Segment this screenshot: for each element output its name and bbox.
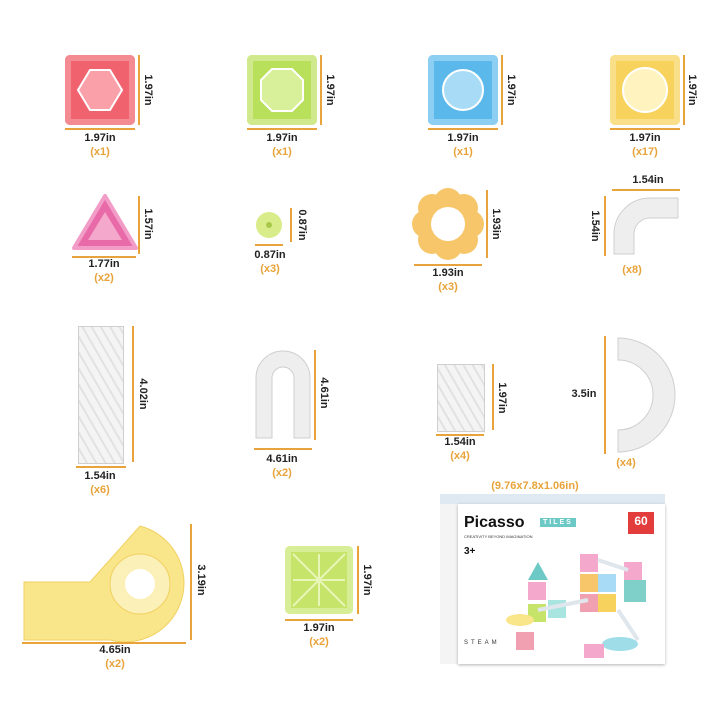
- height-label: 1.97in: [361, 564, 373, 596]
- width-label: 0.87in: [254, 249, 286, 261]
- dimension-line: [436, 434, 484, 436]
- dimension-line: [65, 128, 135, 130]
- height-label: 0.87in: [296, 209, 308, 241]
- dimension-line: [414, 264, 482, 266]
- height-label: 4.61in: [318, 377, 330, 409]
- dimension-line: [501, 55, 503, 125]
- dimension-line: [486, 190, 488, 258]
- quantity-label: (x2): [94, 272, 114, 284]
- width-label: 4.61in: [266, 453, 298, 465]
- green-square-base: [285, 546, 353, 614]
- width-label: 1.97in: [303, 622, 335, 634]
- red-square-tile: [65, 55, 135, 125]
- spiral-funnel: [23, 525, 185, 642]
- height-label: 3.19in: [195, 564, 207, 596]
- box-front: Picasso TILES CREATIVITY BEYOND IMAGINAT…: [458, 504, 665, 664]
- width-label: 4.65in: [99, 644, 131, 656]
- small-round-connector: [256, 212, 282, 238]
- quantity-label: (x2): [309, 636, 329, 648]
- dimension-line: [610, 128, 680, 130]
- width-label: 1.97in: [629, 132, 661, 144]
- dimension-line: [254, 448, 312, 450]
- brand-sub: TILES: [540, 518, 576, 527]
- dimension-line: [132, 326, 134, 462]
- width-label: 1.77in: [88, 258, 120, 270]
- width-label: 1.93in: [432, 267, 464, 279]
- dimension-line: [290, 208, 292, 242]
- flower-ring: [412, 188, 484, 260]
- dimension-line: [320, 55, 322, 125]
- dimension-line: [428, 128, 498, 130]
- dimension-line: [683, 55, 685, 125]
- dimension-line: [138, 196, 140, 254]
- dimension-line: [76, 466, 126, 468]
- dimension-line: [604, 196, 606, 256]
- quantity-label: (x4): [450, 450, 470, 462]
- product-box: Picasso TILES CREATIVITY BEYOND IMAGINAT…: [440, 494, 665, 664]
- dimension-line: [314, 350, 316, 440]
- quantity-label: (x2): [105, 658, 125, 670]
- quantity-label: (x2): [272, 467, 292, 479]
- curved-track: [613, 197, 679, 255]
- brand-logo: Picasso: [464, 514, 525, 531]
- arch-track: [255, 350, 311, 439]
- height-label: 1.97in: [686, 74, 698, 106]
- height-label: 1.54in: [589, 210, 601, 242]
- quantity-label: (x17): [632, 146, 658, 158]
- quantity-label: (x3): [438, 281, 458, 293]
- box-top: [440, 494, 665, 504]
- yellow-square-tile: [610, 55, 680, 125]
- quantity-label: (x3): [260, 263, 280, 275]
- dimension-line: [612, 189, 680, 191]
- width-label: 1.54in: [632, 174, 664, 186]
- height-label: 1.97in: [142, 74, 154, 106]
- width-label: 1.97in: [266, 132, 298, 144]
- width-label: 1.97in: [84, 132, 116, 144]
- dimension-line: [357, 546, 359, 614]
- dimension-line: [138, 55, 140, 125]
- blue-square-tile: [428, 55, 498, 125]
- dimension-line: [492, 364, 494, 430]
- long-tube: [78, 326, 124, 464]
- marble-run-illustration: [506, 554, 646, 658]
- box-side: [440, 504, 459, 664]
- width-label: 1.97in: [447, 132, 479, 144]
- short-tube: [437, 364, 485, 432]
- steam-label: STEAM: [464, 640, 500, 646]
- pink-triangle-tile: [72, 194, 138, 250]
- dimension-line: [285, 619, 353, 621]
- half-circle-track: [617, 337, 676, 453]
- height-label: 1.97in: [496, 382, 508, 414]
- width-label: 3.5in: [571, 388, 597, 400]
- quantity-label: (x1): [272, 146, 292, 158]
- quantity-label: (x1): [90, 146, 110, 158]
- age-badge: 3+: [464, 546, 476, 557]
- dimension-line: [190, 524, 192, 640]
- quantity-label: (x8): [622, 264, 642, 276]
- width-label: 1.54in: [444, 436, 476, 448]
- box-dimensions: (9.76x7.8x1.06in): [491, 480, 579, 492]
- dimension-line: [247, 128, 317, 130]
- quantity-label: (x6): [90, 484, 110, 496]
- tagline: CREATIVITY BEYOND IMAGINATION: [464, 534, 533, 539]
- height-label: 1.57in: [142, 208, 154, 240]
- pieces-count-badge: 60: [628, 512, 654, 534]
- width-label: 1.54in: [84, 470, 116, 482]
- height-label: 1.97in: [505, 74, 517, 106]
- quantity-label: (x1): [453, 146, 473, 158]
- quantity-label: (x4): [616, 457, 636, 469]
- dimension-line: [604, 336, 606, 454]
- height-label: 1.97in: [324, 74, 336, 106]
- dimension-line: [22, 642, 186, 644]
- height-label: 1.93in: [490, 208, 502, 240]
- green-square-tile: [247, 55, 317, 125]
- dimension-line: [255, 244, 283, 246]
- height-label: 4.02in: [137, 378, 149, 410]
- dimension-line: [72, 256, 136, 258]
